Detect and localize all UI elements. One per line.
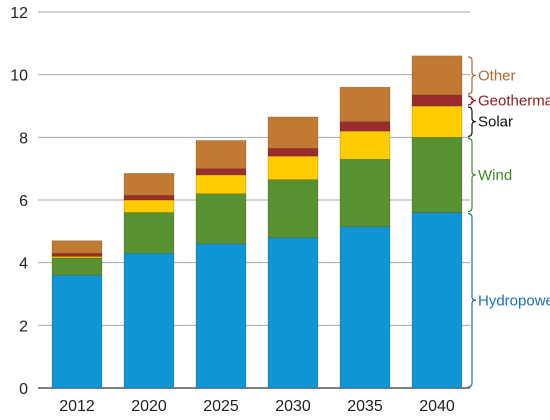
bar-2012-other bbox=[51, 240, 103, 254]
bar-2025-geothermal bbox=[195, 168, 247, 176]
bar-2040-wind bbox=[411, 137, 463, 213]
bar-2040-hydropower bbox=[411, 212, 463, 389]
x-tick-label-2012: 2012 bbox=[59, 398, 95, 415]
bar-2035-wind bbox=[339, 158, 391, 227]
bar-2040-other bbox=[411, 55, 463, 96]
bar-2020-solar bbox=[123, 199, 175, 213]
legend-bracket-other bbox=[467, 56, 477, 95]
bar-2025-wind bbox=[195, 193, 247, 245]
y-tick-label-8: 8 bbox=[19, 130, 28, 147]
legend-bracket-wind bbox=[467, 137, 477, 213]
bar-2030-hydropower bbox=[267, 237, 319, 389]
bar-2030-other bbox=[267, 116, 319, 149]
x-tick-label-2030: 2030 bbox=[275, 398, 311, 415]
bar-2020-other bbox=[123, 173, 175, 196]
bar-2030-geothermal bbox=[267, 148, 319, 157]
bar-2020-wind bbox=[123, 212, 175, 254]
bar-2035-geothermal bbox=[339, 121, 391, 132]
legend-label-solar: Solar bbox=[478, 114, 513, 131]
bar-2025-hydropower bbox=[195, 243, 247, 389]
x-tick-label-2040: 2040 bbox=[419, 398, 455, 415]
bar-2020-hydropower bbox=[123, 252, 175, 389]
y-tick-label-0: 0 bbox=[19, 381, 28, 398]
bar-2030-wind bbox=[267, 179, 319, 238]
bar-2040-solar bbox=[411, 105, 463, 138]
legend-bracket-solar bbox=[467, 106, 477, 137]
legend-bracket-geothermal bbox=[467, 95, 477, 106]
legend-label-wind: Wind bbox=[478, 167, 512, 184]
bar-2025-other bbox=[195, 140, 247, 169]
y-tick-label-2: 2 bbox=[19, 318, 28, 335]
bar-2035-other bbox=[339, 86, 391, 122]
bar-2012-geothermal bbox=[51, 252, 103, 257]
x-tick-label-2020: 2020 bbox=[131, 398, 167, 415]
y-tick-label-10: 10 bbox=[10, 68, 28, 85]
legend-label-geothermal: Geothermal bbox=[478, 93, 550, 110]
bar-2012-wind bbox=[51, 257, 103, 276]
x-tick-label-2035: 2035 bbox=[347, 398, 383, 415]
bar-2040-geothermal bbox=[411, 94, 463, 107]
bar-2035-solar bbox=[339, 130, 391, 160]
y-tick-label-4: 4 bbox=[19, 256, 28, 273]
bar-2025-solar bbox=[195, 174, 247, 195]
y-tick-label-6: 6 bbox=[19, 193, 28, 210]
bar-2035-hydropower bbox=[339, 226, 391, 389]
y-tick-label-12: 12 bbox=[10, 5, 28, 22]
x-tick-label-2025: 2025 bbox=[203, 398, 239, 415]
legend-label-hydropower: Hydropower bbox=[478, 292, 550, 309]
bar-2030-solar bbox=[267, 155, 319, 180]
bar-2012-hydropower bbox=[51, 274, 103, 389]
bar-2020-geothermal bbox=[123, 195, 175, 201]
legend-label-other: Other bbox=[478, 67, 516, 84]
legend-bracket-hydropower bbox=[467, 212, 477, 388]
